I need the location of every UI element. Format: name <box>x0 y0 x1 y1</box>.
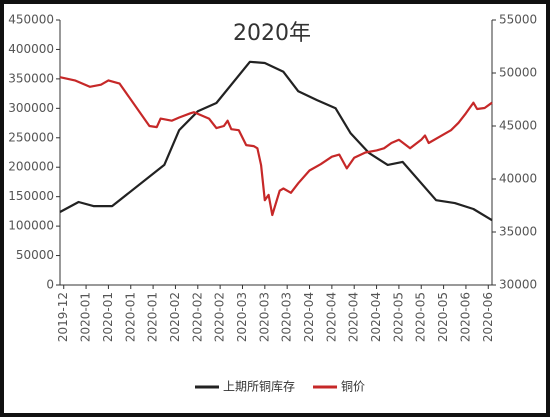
y-tick-label: 50000 <box>16 248 54 262</box>
y-tick-label: 250000 <box>8 130 54 144</box>
x-tick-label: 2020-02 <box>190 292 204 342</box>
y-tick-label: 400000 <box>8 42 54 56</box>
chart-title: 2020年 <box>233 21 311 46</box>
x-tick-label: 2020-05 <box>391 292 405 342</box>
x-tick-label: 2020-03 <box>280 292 294 342</box>
x-tick-label: 2020-01 <box>101 292 115 342</box>
x-tick-label: 2020-05 <box>414 292 428 342</box>
y2-tick-label: 45000 <box>499 119 537 133</box>
x-tick-label: 2020-01 <box>146 292 160 342</box>
x-tick-label: 2020-05 <box>436 292 450 342</box>
x-tick-label: 2020-02 <box>168 292 182 342</box>
y2-tick-label: 50000 <box>499 66 537 80</box>
x-tick-label: 2020-06 <box>458 292 472 342</box>
legend-label: 上期所铜库存 <box>223 379 295 394</box>
y2-tick-label: 55000 <box>499 13 537 27</box>
y2-tick-label: 40000 <box>499 172 537 186</box>
x-tick-label: 2020-03 <box>235 292 249 342</box>
y-tick-label: 450000 <box>8 13 54 27</box>
legend-label: 铜价 <box>341 379 365 394</box>
x-tick-label: 2020-03 <box>257 292 271 342</box>
series-line <box>59 60 493 222</box>
x-tick-label: 2020-01 <box>79 292 93 342</box>
x-tick-label: 2020-04 <box>347 292 361 342</box>
y2-tick-label: 35000 <box>499 225 537 239</box>
x-tick-label: 2020-02 <box>213 292 227 342</box>
x-tick-label: 2020-01 <box>123 292 137 342</box>
y-tick-label: 200000 <box>8 160 54 174</box>
series-line <box>59 76 493 217</box>
x-tick-label: 2020-06 <box>481 292 495 342</box>
y-tick-label: 350000 <box>8 71 54 85</box>
x-tick-label: 2020-04 <box>369 292 383 342</box>
x-tick-label: 2019-12 <box>56 292 70 342</box>
x-tick-label: 2020-04 <box>302 292 316 342</box>
y2-tick-label: 30000 <box>499 278 537 292</box>
y-tick-label: 0 <box>46 278 54 292</box>
y-tick-label: 150000 <box>8 189 54 203</box>
x-tick-label: 2020-04 <box>324 292 338 342</box>
y-tick-label: 100000 <box>8 219 54 233</box>
y-tick-label: 300000 <box>8 101 54 115</box>
